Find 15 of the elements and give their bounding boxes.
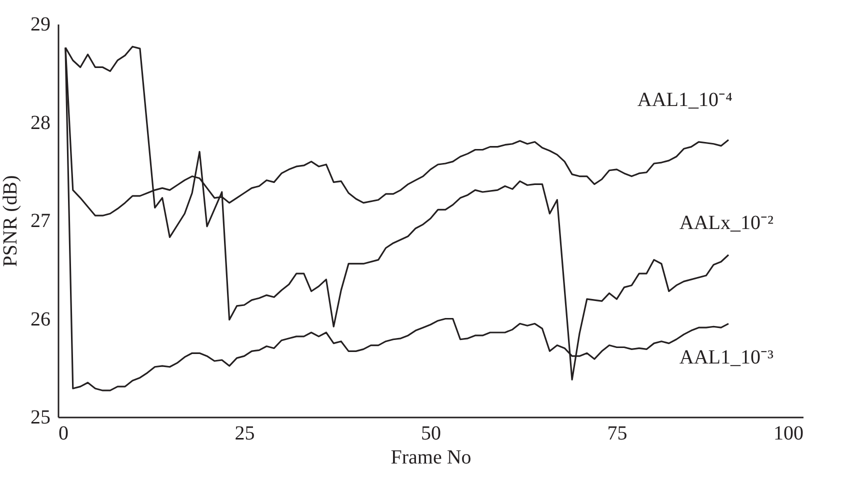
y-tick-label: 29 — [30, 14, 50, 36]
series-label: AAL1_10⁻⁴ — [637, 88, 733, 111]
x-tick-label: 75 — [607, 422, 628, 444]
x-tick-label: 50 — [421, 422, 441, 444]
series-label: AAL1_10⁻³ — [679, 346, 774, 369]
y-tick-label: 25 — [30, 406, 50, 428]
x-axis-title: Frame No — [390, 446, 472, 468]
y-tick-label: 28 — [30, 112, 50, 134]
x-tick-label: 25 — [234, 422, 255, 444]
y-tick-label: 27 — [30, 210, 50, 232]
series-label: AALx_10⁻² — [679, 212, 774, 234]
y-axis-title: PSNR (dB) — [0, 175, 22, 267]
y-tick-label: 26 — [30, 308, 50, 330]
x-tick-label: 100 — [774, 422, 804, 444]
x-tick-label: 0 — [58, 422, 68, 444]
